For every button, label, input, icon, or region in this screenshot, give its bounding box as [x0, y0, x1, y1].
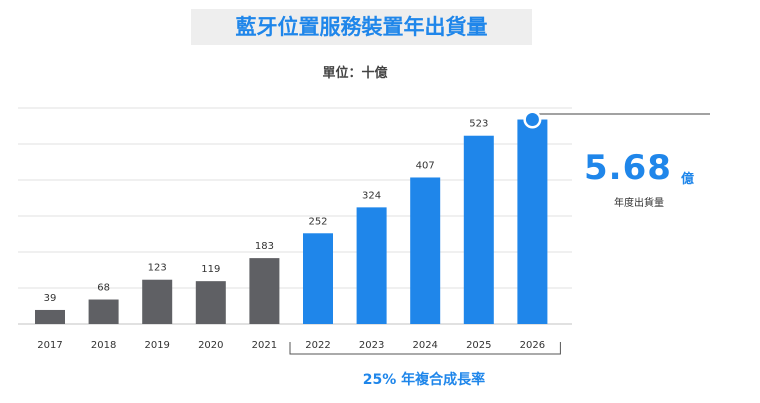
data-label-2022: 252 — [308, 216, 327, 227]
x-tick-2025: 2025 — [466, 340, 491, 351]
bars — [35, 119, 548, 325]
x-tick-2023: 2023 — [359, 340, 384, 351]
x-tick-2022: 2022 — [305, 340, 330, 351]
x-tick-labels: 2017 2018 2019 2020 2021 2022 2023 2024 2025 2026 — [37, 340, 545, 351]
bar-2025 — [463, 135, 494, 324]
annotations — [289, 110, 710, 355]
callout-leader-line — [531, 113, 710, 120]
x-tick-2017: 2017 — [37, 340, 62, 351]
cagr-label: 25% 年複合成長率 — [362, 372, 486, 388]
bar-2020 — [195, 281, 226, 324]
chart-title: 藍牙位置服務裝置年出貨量 — [235, 15, 488, 39]
bar-2026 — [517, 119, 548, 325]
callout-value: 5.68 — [584, 148, 672, 188]
bar-2024 — [410, 177, 441, 324]
bar-2021 — [249, 258, 280, 324]
unit-label: 單位：十億 — [322, 66, 388, 81]
callout-label: 年度出貨量 — [614, 198, 664, 209]
data-label-2021: 183 — [255, 241, 274, 252]
bar-2023 — [356, 207, 387, 324]
data-labels: 39 68 123 119 183 252 324 407 523 — [44, 119, 489, 304]
data-label-2018: 68 — [97, 283, 110, 294]
data-label-2023: 324 — [362, 190, 381, 201]
cagr-bracket — [289, 342, 561, 355]
x-tick-2026: 2026 — [520, 340, 545, 351]
data-label-2020: 119 — [201, 264, 220, 275]
data-label-2024: 407 — [416, 160, 435, 171]
data-label-2025: 523 — [469, 119, 488, 130]
x-tick-2018: 2018 — [91, 340, 116, 351]
data-label-2019: 123 — [148, 263, 167, 274]
x-tick-2020: 2020 — [198, 340, 223, 351]
title-box: 藍牙位置服務裝置年出貨量 — [191, 9, 532, 45]
data-label-2017: 39 — [44, 293, 57, 304]
bar-2017 — [35, 309, 65, 324]
bar-2018 — [88, 299, 119, 324]
bar-2022 — [303, 233, 333, 324]
x-tick-2024: 2024 — [412, 340, 437, 351]
bar-2019 — [142, 279, 173, 324]
highlight-marker — [525, 113, 539, 127]
x-tick-2021: 2021 — [252, 340, 277, 351]
x-tick-2019: 2019 — [144, 340, 169, 351]
callout-unit: 億 — [681, 172, 695, 187]
